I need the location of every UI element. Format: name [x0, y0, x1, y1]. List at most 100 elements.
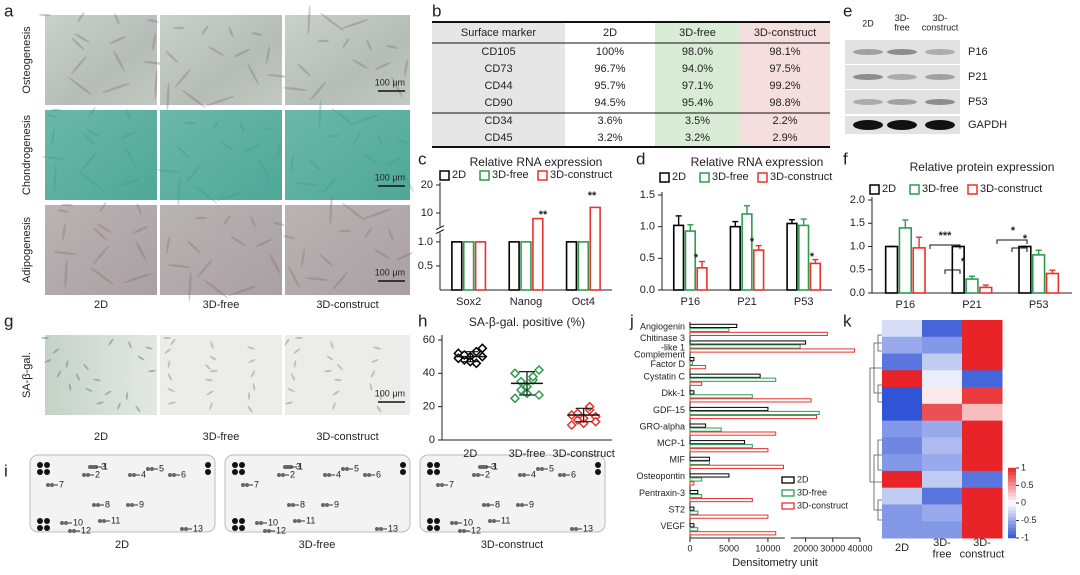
texture	[209, 402, 213, 410]
colorbar	[1008, 485, 1016, 490]
micrograph	[45, 15, 157, 105]
texture	[77, 11, 85, 23]
reference-spot	[434, 462, 440, 468]
row-label: Chondrogenesis	[21, 114, 33, 195]
y-tick-label: 40	[423, 367, 435, 379]
legend-label: 3D-free	[922, 183, 959, 195]
texture	[324, 369, 332, 373]
texture	[88, 106, 96, 118]
spot	[492, 519, 496, 523]
spot	[536, 467, 540, 471]
bar	[753, 249, 765, 291]
bar	[912, 247, 926, 294]
significance: *	[961, 256, 966, 268]
spot	[72, 529, 76, 533]
scale-bar-label: 100 μm	[375, 172, 405, 182]
x-tick-label: Sox2	[456, 296, 481, 308]
reference-spot	[232, 469, 238, 475]
texture	[294, 182, 318, 186]
membrane	[224, 454, 411, 533]
texture	[205, 363, 211, 371]
colorbar	[1008, 481, 1016, 486]
spot-label: 3	[491, 461, 496, 471]
colorbar	[1008, 492, 1016, 497]
band	[853, 74, 883, 80]
y-tick-label: GRO-alpha	[639, 421, 685, 431]
x-tick-label: 3D-free	[509, 448, 546, 460]
micrograph	[285, 110, 410, 200]
significance: ***	[939, 230, 953, 242]
texture	[39, 13, 51, 17]
texture	[277, 141, 281, 159]
bar	[884, 245, 899, 294]
bar	[689, 331, 828, 337]
bar	[689, 489, 699, 495]
legend-swatch	[537, 170, 548, 181]
legend-label: 3D-construct	[550, 169, 612, 181]
reference-spot	[427, 518, 433, 524]
heatmap-cell	[922, 320, 963, 338]
texture	[293, 348, 301, 354]
texture	[285, 401, 293, 405]
texture	[184, 121, 196, 125]
texture	[247, 392, 251, 400]
texture	[154, 69, 158, 99]
micrograph	[160, 205, 282, 295]
significance: *	[810, 251, 815, 263]
texture	[96, 223, 112, 233]
table-cell: 2.9%	[772, 132, 797, 144]
column-label: 3D-construct	[316, 431, 378, 443]
bar	[689, 390, 695, 395]
texture	[329, 195, 333, 225]
texture	[131, 226, 149, 234]
texture	[163, 337, 171, 339]
reference-spot	[232, 525, 238, 531]
membrane	[419, 454, 606, 533]
y-tick-label: 0.5	[640, 252, 655, 264]
spot-label: 3	[296, 461, 301, 471]
x-tick-label: P16	[681, 296, 701, 308]
texture	[156, 169, 180, 173]
spot	[128, 473, 132, 477]
bar	[451, 241, 463, 291]
colorbar	[1008, 495, 1016, 500]
table-cell: CD34	[484, 115, 512, 127]
y-tick-label: MIF	[670, 455, 686, 465]
point	[527, 371, 539, 382]
texture	[136, 203, 142, 215]
y-tick-label: Angiogenin	[640, 322, 685, 332]
micrograph	[160, 110, 282, 200]
spot-label: 11	[111, 515, 120, 525]
texture	[65, 360, 69, 368]
bar	[689, 440, 746, 445]
y-tick-label: Dkk-1	[661, 388, 685, 398]
panel-label: h	[418, 311, 427, 330]
legend-label: 3D-free	[492, 169, 529, 181]
texture	[74, 33, 90, 43]
table-cell: 2.2%	[772, 115, 797, 127]
bar	[689, 365, 707, 370]
scale-bar-label: 100 μm	[375, 388, 405, 398]
spot-label: 6	[376, 469, 381, 479]
spot	[102, 519, 106, 523]
texture	[164, 348, 172, 354]
y-tick-label: 20	[421, 179, 433, 191]
texture	[50, 108, 62, 112]
legend-label: 3D-free	[712, 171, 749, 183]
texture	[206, 390, 214, 396]
texture	[318, 100, 322, 130]
spot	[241, 483, 245, 487]
texture	[205, 95, 235, 107]
texture	[373, 346, 381, 350]
panel-label: c	[418, 149, 427, 168]
spot	[488, 519, 492, 523]
table-header: 3D-construct	[754, 27, 816, 39]
texture	[124, 145, 136, 167]
texture	[396, 252, 414, 260]
texture	[53, 251, 77, 255]
table-cell: 95.4%	[682, 97, 713, 109]
texture	[96, 401, 104, 405]
texture	[203, 279, 229, 299]
texture	[287, 388, 295, 392]
point	[509, 368, 521, 379]
